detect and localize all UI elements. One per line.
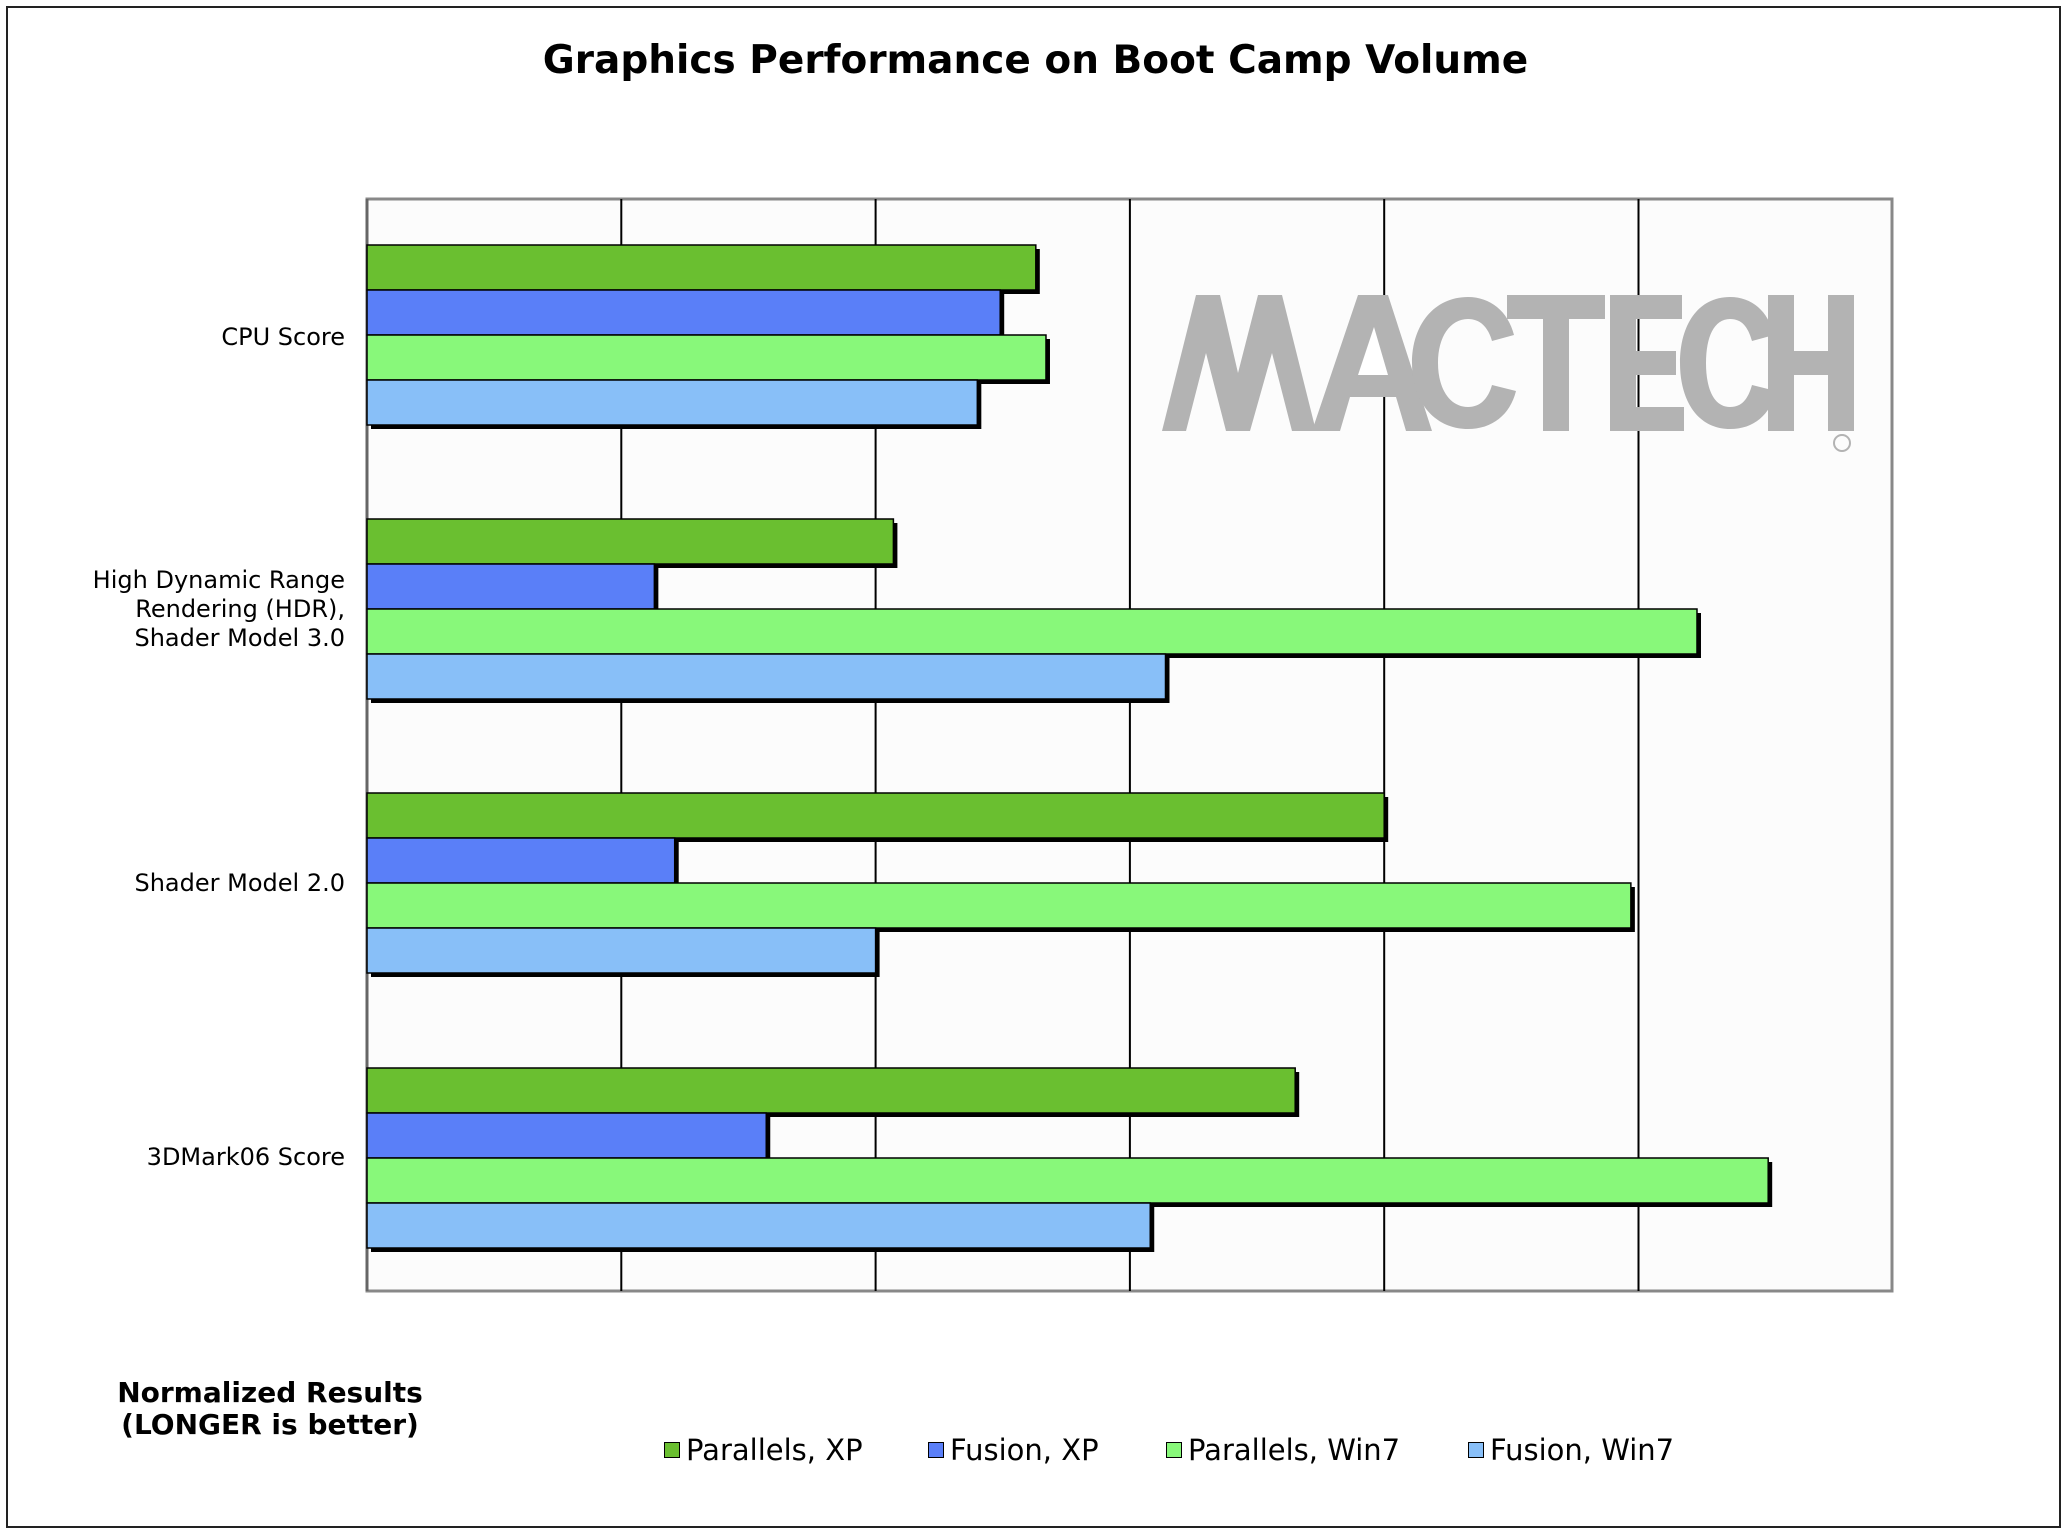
legend-label: Parallels, Win7 <box>1188 1433 1401 1467</box>
legend-item: Parallels, Win7 <box>1166 1433 1400 1467</box>
category-label: Shader Model 2.0 <box>134 869 345 897</box>
bar <box>366 837 676 884</box>
legend-swatch <box>1166 1442 1182 1458</box>
bar <box>366 334 1047 381</box>
bar <box>366 244 1037 291</box>
legend-item: Parallels, XP <box>664 1433 863 1467</box>
legend-label: Fusion, XP <box>950 1433 1099 1467</box>
bar <box>366 792 1385 839</box>
bar <box>366 1202 1151 1249</box>
legend-item: Fusion, Win7 <box>1468 1433 1674 1467</box>
bar <box>366 563 656 610</box>
category-label: 3DMark06 Score <box>146 1143 345 1171</box>
legend-swatch <box>928 1442 944 1458</box>
bars <box>366 244 1773 1252</box>
legend-label: Parallels, XP <box>686 1433 863 1467</box>
category-label: High Dynamic Range Rendering (HDR), Shad… <box>92 566 345 652</box>
legend-swatch <box>664 1442 680 1458</box>
category-label: CPU Score <box>221 323 345 351</box>
bar <box>366 289 1001 336</box>
bar <box>366 653 1167 700</box>
bar <box>366 1112 768 1159</box>
bar <box>366 379 979 426</box>
bar <box>366 882 1632 929</box>
bar <box>366 1067 1296 1114</box>
bar <box>366 518 895 565</box>
legend-label: Fusion, Win7 <box>1490 1433 1675 1467</box>
legend-swatch <box>1468 1442 1484 1458</box>
bar <box>366 927 877 974</box>
bar <box>366 1157 1769 1204</box>
chart-title: Graphics Performance on Boot Camp Volume <box>542 38 1529 83</box>
mactech-logo <box>1162 295 1854 452</box>
normalized-results-note: Normalized Results (LONGER is better) <box>117 1376 423 1441</box>
legend-item: Fusion, XP <box>928 1433 1099 1467</box>
chart-frame <box>6 6 2061 1528</box>
bar <box>366 608 1698 655</box>
